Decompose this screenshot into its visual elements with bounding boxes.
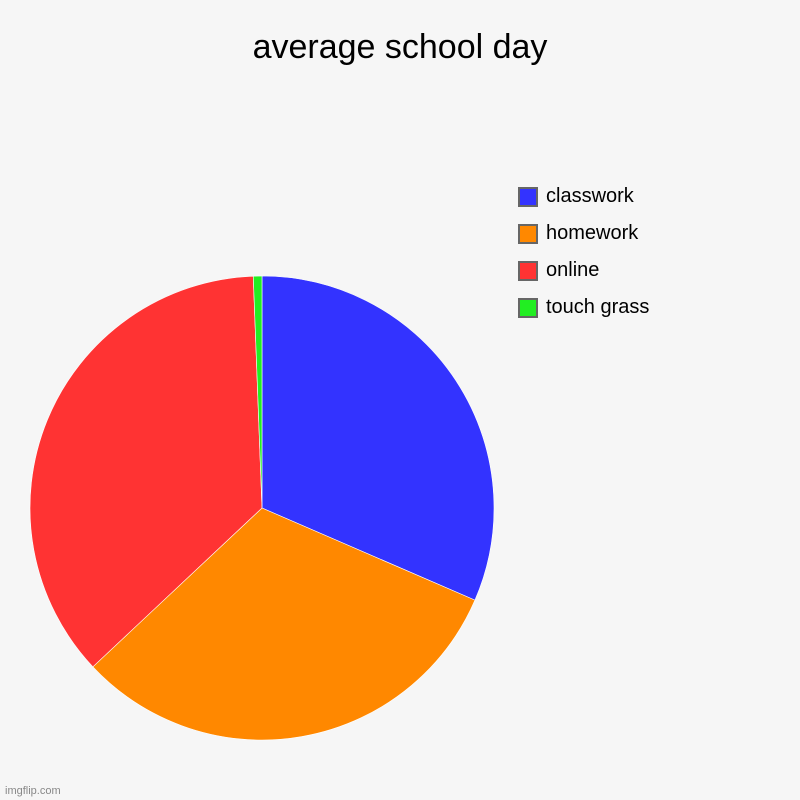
pie-slice-classwork — [261, 275, 495, 601]
legend-swatch — [518, 186, 538, 207]
legend-item: homework — [518, 215, 649, 252]
legend-label: online — [546, 259, 600, 281]
pie-slice-touch-grass — [252, 275, 263, 509]
pie-slice-homework — [92, 507, 476, 741]
legend-item: touch grass — [518, 289, 649, 326]
pie-slice-online — [29, 275, 263, 668]
legend: classwork homework online touch grass — [518, 178, 649, 326]
legend-swatch — [518, 297, 538, 318]
legend-item: online — [518, 252, 649, 289]
legend-label: touch grass — [546, 296, 650, 318]
chart-title: average school day — [252, 28, 548, 66]
legend-label: homework — [546, 222, 639, 244]
legend-swatch — [518, 223, 538, 244]
legend-swatch — [518, 260, 538, 281]
watermark: imgflip.com — [5, 785, 61, 797]
legend-item: classwork — [518, 178, 649, 215]
legend-label: classwork — [546, 185, 634, 207]
